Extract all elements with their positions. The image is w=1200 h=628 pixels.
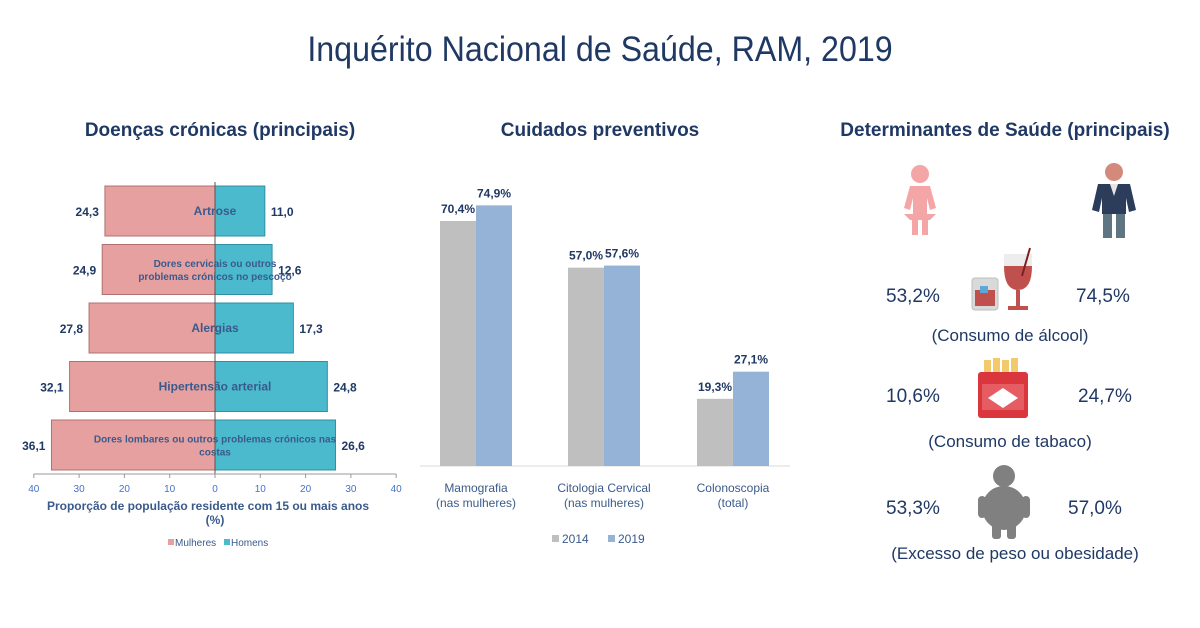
category-label-2-1: (total) <box>718 496 749 510</box>
legend-swatch-mulheres <box>168 539 174 545</box>
bar-2014-2 <box>697 398 733 466</box>
label-mulheres-1: 24,9 <box>73 264 97 278</box>
bar-homens-4 <box>214 419 336 471</box>
legend-label-homens: Homens <box>231 538 268 549</box>
x-tick-label-5: 10 <box>255 484 267 495</box>
wine-glass-icon <box>971 247 1032 311</box>
x-tick-label-7: 30 <box>345 484 357 495</box>
tobacco-female-value: 10,6% <box>886 386 940 407</box>
bar-homens-1 <box>214 244 273 295</box>
value-label-2019-0: 74,9% <box>477 186 511 200</box>
alcohol-female-value: 53,2% <box>886 286 940 307</box>
male-figure-icon <box>1092 163 1136 238</box>
label-homens-0: 11,0 <box>271 205 294 219</box>
bar-2019-1 <box>604 265 640 466</box>
label-mulheres-4: 36,1 <box>22 439 46 453</box>
value-label-2014-1: 57,0% <box>569 249 603 263</box>
bar-2014-1 <box>568 267 604 466</box>
x-tick-label-6: 20 <box>300 484 312 495</box>
legend-label-2019: 2019 <box>618 532 645 546</box>
tobacco-male-value: 24,7% <box>1078 386 1132 407</box>
legend-swatch-2014 <box>552 535 559 542</box>
x-tick-label-8: 40 <box>391 484 403 495</box>
category-label-2-0: Colonoscopia <box>697 481 770 495</box>
tobacco-caption: (Consumo de tabaco) <box>928 432 1092 451</box>
label-homens-4: 26,6 <box>341 439 365 453</box>
category-label-0-0: Mamografia <box>444 481 508 495</box>
value-label-2014-0: 70,4% <box>441 202 475 216</box>
obesity-male-value: 57,0% <box>1068 498 1122 519</box>
bar-mulheres-3 <box>69 361 216 412</box>
legend-label-mulheres: Mulheres <box>175 538 216 549</box>
obesity-female-value: 53,3% <box>886 498 940 519</box>
bar-2014-0 <box>440 221 476 466</box>
preventive-section-title: Cuidados preventivos <box>500 120 700 141</box>
alcohol-caption: (Consumo de álcool) <box>931 326 1089 345</box>
chronic-section-title: Doenças crónicas (principais) <box>84 120 356 141</box>
x-tick-label-0: 40 <box>28 484 40 495</box>
cigarette-pack-icon <box>978 358 1028 418</box>
value-label-2019-2: 27,1% <box>734 353 768 367</box>
bar-homens-3 <box>214 361 328 412</box>
category-label-0-1: (nas mulheres) <box>436 496 516 510</box>
value-label-2019-1: 57,6% <box>605 247 639 261</box>
label-homens-2: 17,3 <box>299 322 323 336</box>
bar-mulheres-4 <box>50 419 216 471</box>
x-tick-label-3: 10 <box>164 484 176 495</box>
legend-swatch-homens <box>224 539 230 545</box>
bar-2019-0 <box>476 205 512 466</box>
alcohol-male-value: 74,5% <box>1076 286 1130 307</box>
determinants-section-title: Determinantes de Saúde (principais) <box>840 120 1170 141</box>
page-title: Inquérito Nacional de Saúde, RAM, 2019 <box>307 30 893 69</box>
x-axis-label-line-1: Proporção de população residente com 15 … <box>47 499 369 513</box>
label-mulheres-3: 32,1 <box>40 381 64 395</box>
label-mulheres-0: 24,3 <box>76 205 100 219</box>
preventive-care-chart: 70,4%74,9%Mamografia(nas mulheres)57,0% 5… <box>420 186 790 546</box>
value-label-2014-2: 19,3% <box>698 380 732 394</box>
category-label-1-0: Citologia Cervical <box>557 481 650 495</box>
overweight-person-icon <box>978 465 1030 539</box>
obesity-caption: (Excesso de peso ou obesidade) <box>891 544 1139 563</box>
bar-mulheres-0 <box>104 185 216 237</box>
female-figure-icon <box>904 165 936 235</box>
label-homens-1: 12,6 <box>278 264 302 278</box>
legend-label-2014: 2014 <box>562 532 589 546</box>
bar-2019-2 <box>733 371 769 466</box>
bar-mulheres-2 <box>88 302 216 354</box>
x-tick-label-4: 0 <box>212 484 218 495</box>
legend-swatch-2019 <box>608 535 615 542</box>
category-label-1-1: (nas mulheres) <box>564 496 644 510</box>
label-mulheres-2: 27,8 <box>60 322 84 336</box>
bar-homens-0 <box>214 185 266 237</box>
x-tick-label-1: 30 <box>74 484 86 495</box>
x-tick-label-2: 20 <box>119 484 131 495</box>
x-axis-label-line-2: (%) <box>206 513 225 527</box>
label-homens-3: 24,8 <box>333 381 357 395</box>
